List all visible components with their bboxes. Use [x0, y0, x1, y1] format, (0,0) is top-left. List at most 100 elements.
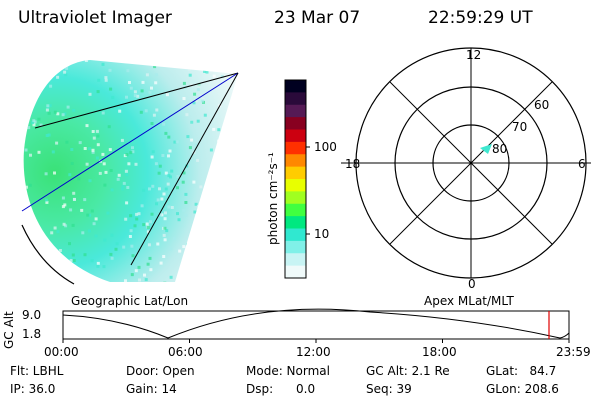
image-speckle: [206, 235, 210, 239]
info-mode: Mode: Normal: [246, 364, 330, 378]
image-speckle: [130, 273, 134, 277]
image-speckle: [148, 256, 152, 260]
image-speckle: [95, 156, 99, 160]
image-speckle: [149, 220, 152, 224]
image-speckle: [46, 104, 50, 108]
image-speckle: [131, 150, 135, 154]
image-speckle: [164, 171, 168, 175]
colorbar-segment: [285, 240, 306, 254]
image-speckle: [182, 97, 186, 100]
image-speckle: [62, 65, 66, 69]
image-speckle: [56, 75, 60, 79]
image-speckle: [69, 208, 73, 212]
image-speckle: [205, 265, 209, 269]
image-speckle: [44, 172, 48, 176]
image-speckle: [53, 171, 56, 175]
image-speckle: [81, 231, 85, 235]
polar-label-0: 0: [468, 277, 476, 291]
timeline-left-title: Geographic Lat/Lon: [71, 294, 189, 308]
colorbar-segment: [285, 154, 306, 168]
image-speckle: [195, 243, 199, 247]
image-speckle: [220, 75, 224, 79]
image-speckle: [125, 153, 129, 157]
image-speckle: [62, 222, 66, 226]
image-speckle: [209, 188, 213, 192]
image-speckle: [219, 160, 222, 164]
image-speckle: [190, 120, 194, 124]
image-speckle: [124, 217, 128, 221]
image-speckle: [192, 101, 196, 105]
image-speckle: [145, 73, 149, 77]
image-speckle: [101, 111, 105, 115]
app-title: Ultraviolet Imager: [18, 8, 172, 28]
image-speckle: [211, 226, 214, 229]
image-speckle: [150, 212, 154, 216]
image-speckle: [181, 180, 185, 184]
image-speckle: [155, 202, 158, 206]
image-speckle: [26, 254, 30, 258]
timeline-y-label: GC Alt: [2, 311, 16, 349]
image-speckle: [92, 222, 96, 226]
image-speckle: [88, 147, 92, 151]
time-label: 22:59:29 UT: [428, 8, 533, 28]
image-speckle: [169, 175, 172, 179]
info-glon: GLon: 208.6: [486, 382, 559, 396]
image-speckle: [47, 133, 51, 137]
colorbar-segment: [285, 179, 306, 192]
image-speckle: [151, 184, 155, 188]
image-speckle: [142, 223, 146, 227]
image-speckle: [193, 92, 197, 96]
image-speckle: [49, 84, 53, 88]
image-speckle: [96, 264, 100, 268]
info-glat: GLat: 84.7: [486, 364, 557, 378]
image-speckle: [44, 198, 48, 202]
image-speckle: [163, 226, 167, 230]
colorbar-segment: [285, 265, 306, 279]
image-speckle: [96, 143, 100, 147]
image-speckle: [37, 234, 41, 238]
image-speckle: [114, 247, 118, 251]
image-speckle: [39, 82, 43, 86]
image-speckle: [91, 130, 95, 133]
image-speckle: [221, 181, 225, 185]
image-speckle: [87, 229, 91, 233]
image-speckle: [221, 66, 224, 70]
image-speckle: [158, 187, 161, 191]
image-speckle: [88, 92, 92, 96]
image-speckle: [86, 213, 90, 217]
image-speckle: [80, 208, 84, 212]
image-speckle: [121, 187, 124, 191]
image-speckle: [204, 252, 208, 256]
image-speckle: [164, 211, 167, 215]
image-speckle: [215, 260, 219, 264]
image-speckle: [83, 198, 87, 202]
image-speckle: [203, 231, 207, 235]
image-speckle: [212, 232, 216, 236]
image-speckle: [144, 109, 148, 113]
info-dsp: Dsp: 0.0: [246, 382, 316, 396]
info-gain: Gain: 14: [126, 382, 177, 396]
image-speckle: [152, 113, 156, 117]
image-speckle: [38, 285, 41, 288]
image-speckle: [70, 162, 74, 165]
image-speckle: [102, 265, 106, 269]
colorbar-segment: [285, 166, 306, 180]
image-speckle: [211, 275, 215, 279]
image-speckle: [53, 110, 57, 114]
image-speckle: [176, 186, 179, 190]
image-speckle: [186, 135, 190, 139]
image-speckle: [28, 183, 32, 187]
image-speckle: [194, 143, 198, 147]
image-speckle: [126, 69, 130, 73]
image-speckle: [55, 141, 59, 145]
image-speckle: [158, 164, 162, 168]
uv-image: [21, 60, 239, 288]
image-speckle: [148, 90, 152, 94]
image-speckle: [197, 84, 201, 88]
image-speckle: [61, 196, 65, 200]
image-speckle: [61, 64, 65, 68]
image-speckle: [128, 235, 132, 238]
colorbar-tick-100: 100: [314, 140, 337, 154]
polar-label-18: 18: [345, 157, 361, 171]
image-speckle: [130, 244, 134, 248]
